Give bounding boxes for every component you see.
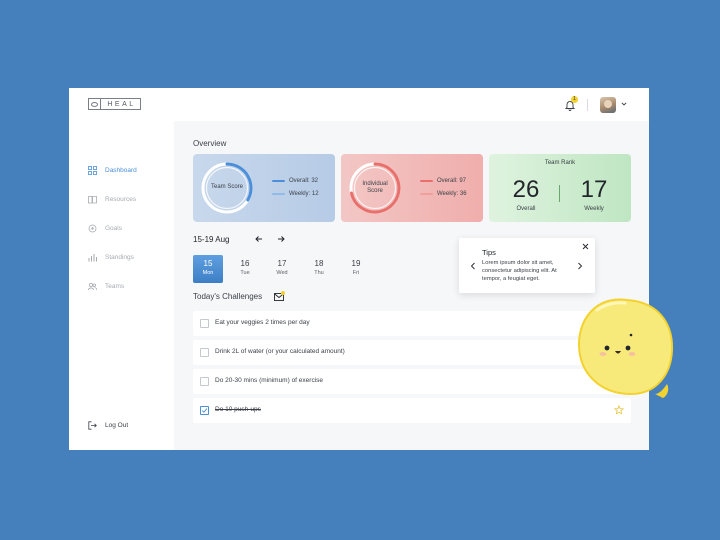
day-number: 16 — [240, 259, 250, 268]
users-icon — [88, 282, 97, 290]
header-divider — [587, 99, 588, 111]
target-icon — [88, 224, 97, 232]
challenge-text: Drink 2L of water (or your calculated am… — [215, 348, 345, 355]
team-score-overall: Overall: 32 — [272, 178, 318, 184]
overview-title: Overview — [193, 139, 227, 148]
legend-line — [420, 180, 433, 182]
challenge-item[interactable]: Drink 2L of water (or your calculated am… — [193, 340, 631, 365]
day-fri[interactable]: 19 Fri — [341, 255, 371, 283]
book-icon — [88, 195, 97, 203]
sidebar-item-standings[interactable]: Standings — [88, 251, 134, 263]
individual-score-weekly: Weekly: 36 — [420, 191, 467, 197]
mail-icon[interactable] — [274, 293, 284, 301]
arrow-left-icon[interactable] — [254, 234, 264, 244]
notification-badge: 1 — [571, 96, 578, 103]
logo-text: HEAL — [107, 100, 136, 108]
chevron-left-icon[interactable] — [470, 262, 476, 270]
rank-divider — [559, 185, 560, 202]
week-range: 15-19 Aug — [193, 235, 230, 244]
star-icon[interactable] — [614, 405, 624, 415]
sidebar-item-label: Standings — [105, 253, 134, 261]
day-mon[interactable]: 15 Mon — [193, 255, 223, 283]
individual-score-overall: Overall: 97 — [420, 178, 466, 184]
challenge-item[interactable]: Do 10 push-ups — [193, 398, 631, 423]
rank-overall-label: Overall — [516, 206, 536, 212]
rank-overall-value: 26 — [512, 176, 540, 203]
day-name: Thu — [314, 270, 324, 276]
label-line: Score — [367, 188, 383, 194]
sidebar-item-label: Goals — [105, 224, 122, 232]
sidebar-item-label: Resources — [105, 195, 137, 203]
lemon-mascot-icon — [577, 298, 674, 398]
avatar[interactable] — [600, 97, 616, 113]
challenge-checkbox[interactable] — [200, 377, 209, 386]
team-score-weekly: Weekly: 12 — [272, 191, 319, 197]
checkmark-icon — [201, 408, 208, 413]
team-score-label: Team Score — [210, 184, 243, 191]
legend-line — [420, 193, 433, 195]
logo-mark-icon — [89, 99, 101, 109]
tips-popup: Tips Lorem ipsum dolor sit amet, consect… — [459, 238, 595, 293]
heal-logo[interactable]: HEAL — [88, 98, 141, 110]
legend-line — [272, 193, 285, 195]
challenge-item[interactable]: Eat your veggies 2 times per day — [193, 311, 631, 336]
team-rank-title: Team Rank — [544, 160, 576, 166]
logout-icon — [88, 421, 97, 430]
sidebar-item-resources[interactable]: Resources — [88, 193, 136, 205]
sidebar-item-teams[interactable]: Teams — [88, 280, 124, 292]
individual-score-card[interactable]: Individual Score Overall: 97 Weekly: 36 — [341, 154, 483, 222]
rank-weekly-label: Weekly — [584, 206, 604, 212]
grid-icon — [88, 165, 97, 175]
arrow-right-icon[interactable] — [276, 234, 286, 244]
day-tue[interactable]: 16 Tue — [230, 255, 260, 283]
sidebar: Dashboard Resources Goals Standings — [69, 121, 174, 450]
challenges-title: Today's Challenges — [193, 292, 263, 301]
legend-line — [272, 180, 285, 182]
individual-score-label: Individual Score — [347, 160, 403, 216]
sidebar-item-dashboard[interactable]: Dashboard — [88, 164, 137, 176]
tips-text: Lorem ipsum dolor sit amet, consectetur … — [482, 260, 557, 282]
individual-score-ring — [349, 162, 401, 214]
top-bar: HEAL 1 — [69, 88, 649, 121]
challenge-text: Do 20-30 mins (minimum) of exercise — [215, 377, 324, 384]
day-name: Mon — [202, 270, 214, 276]
team-score-ring — [201, 162, 253, 214]
day-thu[interactable]: 18 Thu — [304, 255, 334, 283]
stat-text: Overall: 32 — [289, 178, 319, 184]
chevron-down-icon[interactable] — [621, 101, 627, 107]
team-rank-card[interactable]: Team Rank 26 Overall 17 Weekly — [489, 154, 631, 222]
team-score-card[interactable]: Team Score Overall: 32 Weekly: 12 — [193, 154, 335, 222]
logout-label: Log Out — [105, 422, 129, 429]
bar-chart-icon — [88, 253, 97, 261]
challenge-text: Eat your veggies 2 times per day — [215, 319, 310, 326]
rank-weekly-value: 17 — [580, 176, 608, 203]
chevron-right-icon[interactable] — [577, 262, 583, 270]
mail-badge — [281, 291, 285, 295]
logout-button[interactable]: Log Out — [88, 421, 128, 430]
challenge-checkbox[interactable] — [200, 348, 209, 357]
day-name: Fri — [352, 270, 360, 276]
challenge-checkbox[interactable] — [200, 319, 209, 328]
label-line: Individual — [362, 180, 388, 187]
day-name: Tue — [240, 270, 250, 276]
challenge-checkbox[interactable] — [200, 406, 209, 415]
sidebar-item-label: Teams — [105, 282, 125, 290]
day-number: 18 — [314, 259, 324, 268]
sidebar-item-label: Dashboard — [105, 166, 137, 174]
tips-title: Tips — [482, 248, 496, 257]
stat-text: Weekly: 12 — [289, 191, 319, 197]
sidebar-item-goals[interactable]: Goals — [88, 222, 122, 234]
day-number: 15 — [203, 259, 213, 268]
day-number: 17 — [277, 259, 287, 268]
day-name: Wed — [276, 270, 288, 276]
day-number: 19 — [351, 259, 361, 268]
challenge-text: Do 10 push-ups — [215, 406, 261, 413]
challenge-item[interactable]: Do 20-30 mins (minimum) of exercise — [193, 369, 631, 394]
day-wed[interactable]: 17 Wed — [267, 255, 297, 283]
stat-text: Weekly: 36 — [437, 191, 467, 197]
close-icon[interactable] — [582, 243, 589, 250]
stat-text: Overall: 97 — [437, 178, 467, 184]
